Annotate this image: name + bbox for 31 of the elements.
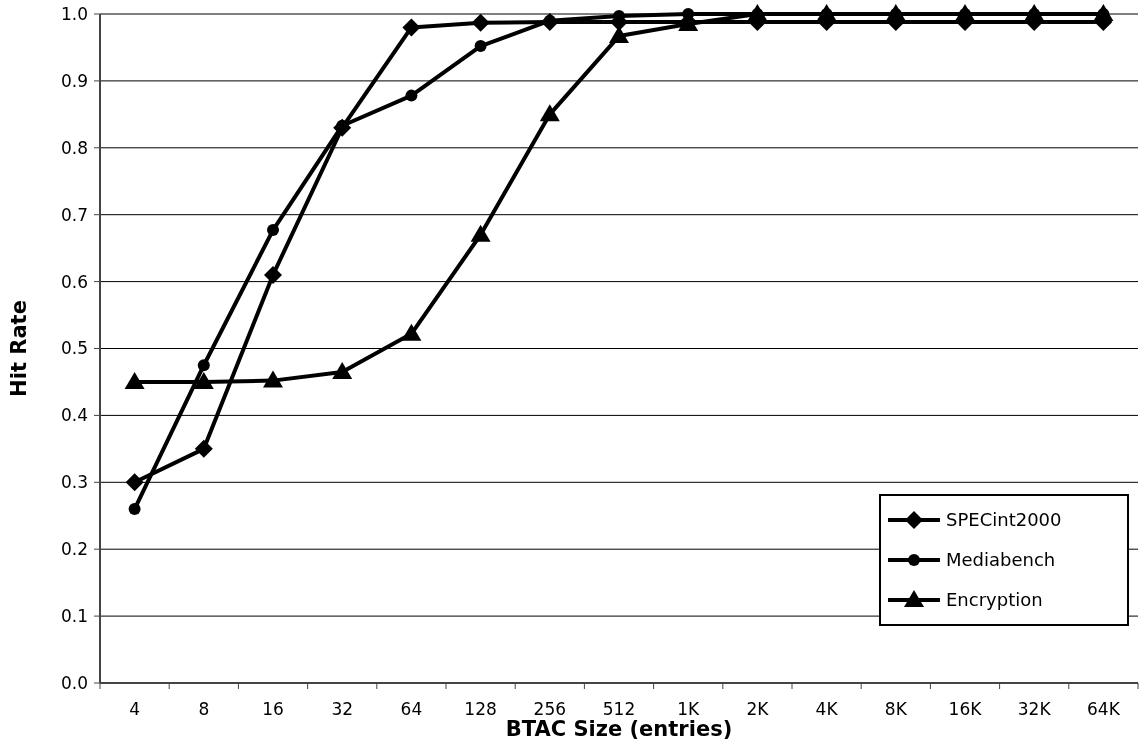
legend-label: Mediabench [946, 549, 1056, 571]
x-tick-label: 16 [262, 699, 284, 719]
x-tick-label: 4K [815, 699, 839, 719]
x-tick-label: 1K [677, 699, 701, 719]
x-tick-label: 64K [1087, 699, 1121, 719]
x-tick-label: 32 [331, 699, 354, 719]
y-tick-label: 0.1 [60, 606, 88, 627]
y-tick-label: 0.8 [60, 137, 88, 158]
y-tick-label: 0.9 [60, 70, 88, 91]
x-tick-label: 64 [400, 699, 423, 719]
y-tick-label: 0.0 [60, 672, 88, 693]
y-tick-label: 0.4 [60, 405, 88, 426]
x-tick-label: 16K [948, 699, 983, 719]
y-tick-label: 0.3 [60, 472, 88, 493]
y-axis-title: Hit Rate [7, 300, 31, 397]
y-tick-label: 0.7 [60, 204, 88, 225]
x-tick-label: 128 [464, 699, 497, 719]
x-axis-title: BTAC Size (entries) [505, 717, 733, 741]
x-tick-label: 2K [746, 699, 770, 719]
y-tick-label: 0.2 [60, 539, 88, 560]
x-tick-label: 256 [533, 699, 567, 719]
y-tick-label: 1.0 [60, 3, 88, 24]
legend-label: Encryption [946, 589, 1043, 611]
x-tick-label: 512 [602, 699, 636, 719]
x-tick-label: 8 [198, 699, 210, 719]
x-tick-label: 4 [129, 699, 141, 719]
y-tick-label: 0.6 [60, 271, 88, 292]
legend-label: SPECint2000 [946, 509, 1062, 531]
x-tick-label: 32K [1017, 699, 1052, 719]
x-tick-label: 8K [884, 699, 908, 719]
y-tick-label: 0.5 [60, 338, 88, 359]
